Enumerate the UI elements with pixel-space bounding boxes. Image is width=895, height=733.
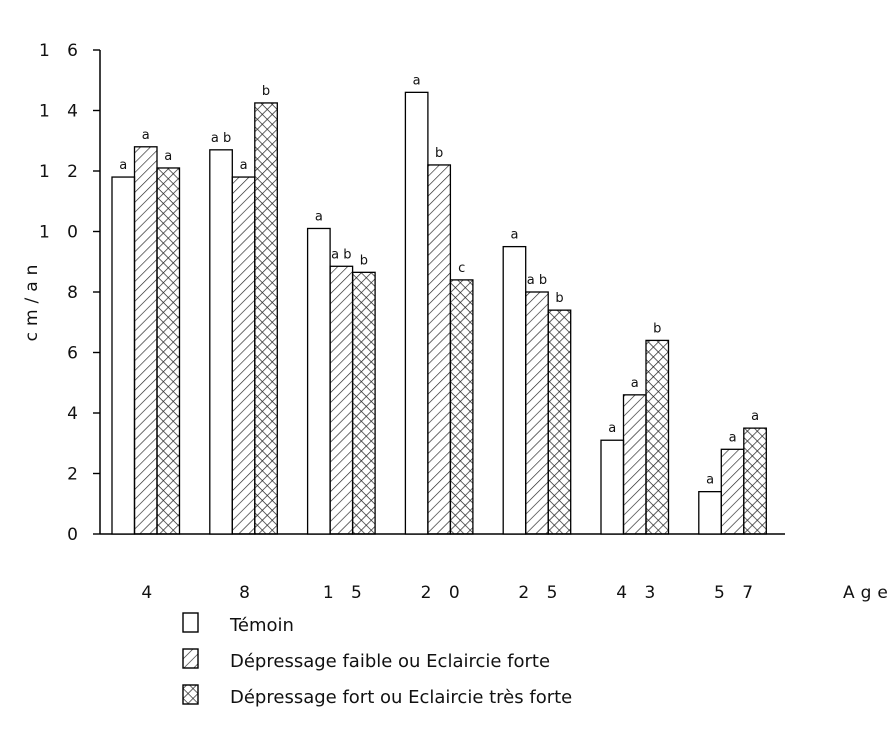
y-tick-label: 1 4 <box>39 102 84 122</box>
significance-letter: a <box>729 430 737 445</box>
bar-temoin-age-25 <box>502 245 527 535</box>
significance-letter: a <box>142 128 150 143</box>
y-tick-label: 1 6 <box>39 41 84 61</box>
bars <box>111 91 767 535</box>
y-tick-label: 0 <box>67 525 84 545</box>
legend-swatch-temoin <box>182 612 199 633</box>
legend-swatch-depressage-faible <box>182 648 199 669</box>
bar-temoin-age-43 <box>600 439 625 535</box>
significance-letter: b <box>360 253 368 268</box>
legend-label-temoin: Témoin <box>229 615 294 636</box>
bar-depressage-faible-age-43 <box>622 394 647 535</box>
bar-depressage-faible-age-15 <box>329 265 354 535</box>
legend-swatch-depressage-fort <box>182 684 199 705</box>
y-tick-label: 1 2 <box>39 162 84 182</box>
x-tick-label: 2 5 <box>518 583 563 603</box>
significance-letter: a <box>119 158 127 173</box>
x-tick-label: 5 7 <box>714 583 759 603</box>
bar-depressage-faible-age-8 <box>231 176 256 535</box>
y-tick-label: 2 <box>67 465 84 485</box>
legend-label-depressage-faible: Dépressage faible ou Eclaircie forte <box>230 651 550 672</box>
significance-letter: b <box>262 84 270 99</box>
significance-letter: a b <box>527 273 547 288</box>
significance-letter: a <box>706 473 714 488</box>
bar-temoin-age-15 <box>306 227 331 535</box>
significance-letter: a <box>751 409 759 424</box>
bar-temoin-age-20 <box>404 91 429 535</box>
y-tick-label: 4 <box>67 404 84 424</box>
bar-depressage-faible-age-4 <box>133 146 158 535</box>
significance-letter: a b <box>331 247 351 262</box>
legend: Témoin Dépressage faible ou Eclaircie for… <box>182 612 572 708</box>
bar-depressage-faible-age-20 <box>427 164 452 535</box>
significance-letter: c <box>458 261 465 276</box>
x-tick-label: 4 3 <box>616 583 661 603</box>
significance-letter: a <box>164 149 172 164</box>
significance-letter: b <box>435 146 443 161</box>
bar-temoin-age-8 <box>209 149 233 535</box>
bar-depressage-faible-age-57 <box>720 448 745 535</box>
x-tick-label: 1 5 <box>323 583 368 603</box>
significance-letter: a b <box>211 131 231 146</box>
y-tick-label: 1 0 <box>39 223 84 243</box>
bar-depressage-fort-age-20 <box>449 279 474 535</box>
y-tick-label: 6 <box>67 344 84 364</box>
y-tick-label: 8 <box>67 283 84 303</box>
bar-depressage-fort-age-4 <box>156 167 181 535</box>
significance-letter: a <box>240 158 248 173</box>
legend-label-depressage-fort: Dépressage fort ou Eclaircie très forte <box>230 687 572 708</box>
significance-letter: a <box>631 376 639 391</box>
y-axis-ticks: 0 2 4 6 8 1 0 1 2 1 4 1 6 <box>39 41 100 545</box>
significance-letter: b <box>653 321 661 336</box>
significance-letter: a <box>510 228 518 243</box>
bar-depressage-fort-age-25 <box>547 309 572 535</box>
x-tick-label: 8 <box>239 583 256 603</box>
bar-temoin-age-57 <box>698 490 722 535</box>
bar-temoin-age-4 <box>111 176 136 535</box>
bar-depressage-fort-age-15 <box>351 271 376 535</box>
bar-depressage-fort-age-43 <box>645 339 670 535</box>
x-axis-label: Age <box>843 583 894 603</box>
significance-letter: a <box>608 421 616 436</box>
x-axis-ticks: 4 8 1 5 2 0 2 5 4 3 5 7 <box>141 583 759 603</box>
significance-letter: b <box>555 291 563 306</box>
bar-depressage-fort-age-57 <box>743 427 767 535</box>
bar-depressage-fort-age-8 <box>254 102 278 535</box>
bar-depressage-faible-age-25 <box>525 291 549 535</box>
significance-letter: a <box>315 209 323 224</box>
significance-letter: a <box>413 73 421 88</box>
x-tick-label: 2 0 <box>421 583 466 603</box>
y-axis-label: cm/an <box>22 259 42 342</box>
x-tick-label: 4 <box>141 583 158 603</box>
